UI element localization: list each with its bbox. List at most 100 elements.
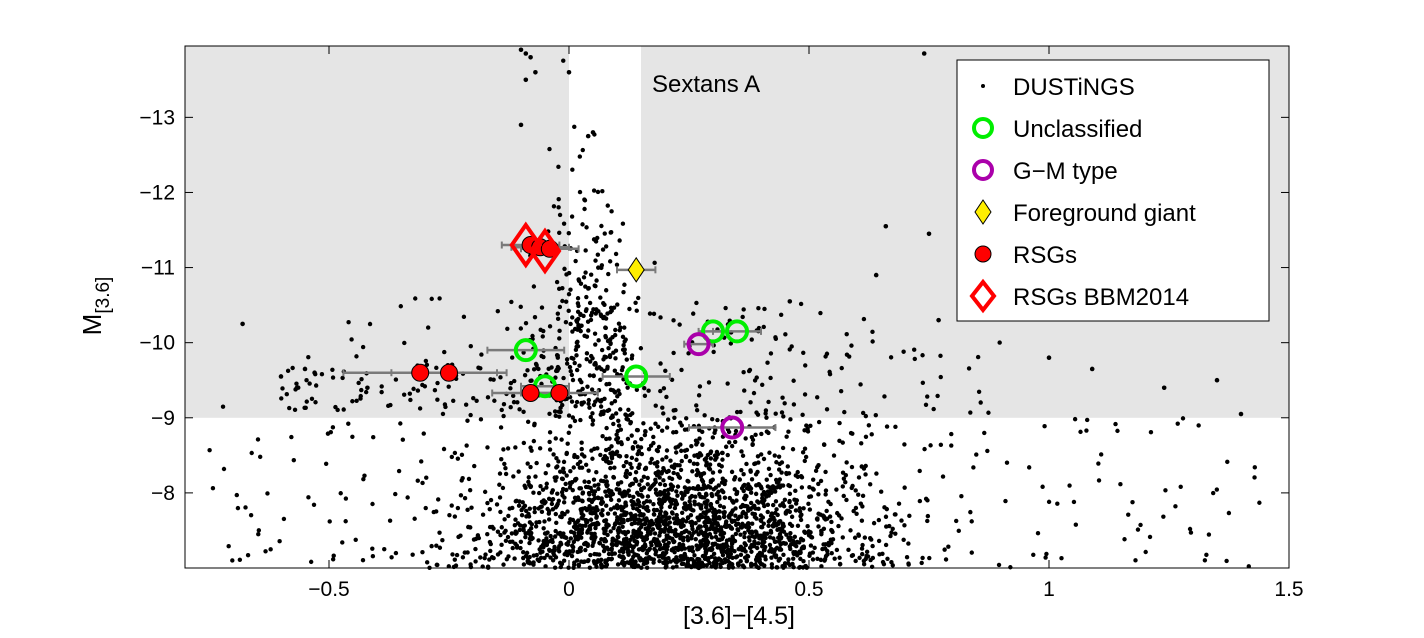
dustings-point bbox=[832, 556, 837, 561]
dustings-point bbox=[927, 555, 932, 561]
dustings-point bbox=[656, 424, 661, 430]
dustings-point bbox=[868, 482, 873, 487]
dustings-point bbox=[621, 289, 626, 295]
dustings-point bbox=[510, 545, 515, 551]
y-tick-label: −11 bbox=[141, 257, 175, 280]
dustings-point bbox=[577, 154, 583, 159]
dustings-point bbox=[527, 520, 533, 525]
dustings-point bbox=[528, 464, 533, 470]
dustings-point bbox=[709, 535, 714, 540]
dustings-point bbox=[1188, 530, 1194, 535]
dustings-point bbox=[861, 562, 867, 567]
dustings-point bbox=[762, 539, 767, 545]
dustings-point bbox=[488, 548, 493, 554]
dustings-point bbox=[841, 493, 846, 499]
dustings-point bbox=[687, 547, 692, 553]
dustings-point bbox=[547, 439, 552, 445]
dustings-point bbox=[642, 393, 648, 399]
dustings-point bbox=[587, 300, 593, 306]
dustings-point bbox=[739, 486, 745, 491]
dustings-point bbox=[532, 423, 537, 428]
dustings-point bbox=[773, 336, 779, 342]
dustings-point bbox=[518, 122, 524, 128]
dustings-point bbox=[859, 464, 864, 469]
dustings-point bbox=[600, 507, 605, 513]
dustings-point bbox=[777, 477, 783, 482]
dustings-point bbox=[590, 418, 596, 423]
dustings-point bbox=[544, 552, 550, 558]
dustings-point bbox=[746, 508, 751, 513]
g-m-type-marker bbox=[686, 332, 711, 357]
legend-label: Unclassified bbox=[1013, 116, 1142, 143]
dustings-point bbox=[655, 492, 660, 497]
dustings-point bbox=[468, 343, 473, 349]
dustings-point bbox=[661, 386, 667, 391]
dustings-point bbox=[340, 540, 345, 545]
dustings-point bbox=[969, 550, 974, 555]
dustings-point bbox=[840, 440, 845, 445]
dustings-point bbox=[615, 562, 621, 567]
dustings-point bbox=[708, 478, 714, 483]
dustings-point bbox=[417, 406, 423, 411]
dustings-point bbox=[743, 436, 748, 441]
dustings-point bbox=[613, 327, 618, 333]
dustings-point bbox=[539, 499, 545, 504]
dustings-point bbox=[658, 509, 663, 514]
dustings-point bbox=[532, 505, 537, 511]
dustings-point bbox=[572, 418, 578, 424]
dustings-point bbox=[637, 482, 642, 487]
dustings-point bbox=[616, 418, 621, 424]
dustings-point bbox=[585, 530, 590, 535]
dustings-point bbox=[673, 498, 678, 503]
dustings-point bbox=[502, 461, 507, 467]
dustings-point bbox=[808, 543, 814, 548]
dustings-point bbox=[748, 500, 754, 506]
dustings-point bbox=[587, 503, 592, 509]
dustings-point bbox=[313, 400, 318, 405]
dustings-point bbox=[539, 509, 545, 515]
dustings-point bbox=[778, 547, 784, 552]
dustings-point bbox=[509, 531, 515, 536]
dustings-point bbox=[263, 549, 268, 554]
dustings-point bbox=[892, 512, 898, 517]
dustings-point bbox=[607, 490, 612, 495]
dustings-point bbox=[652, 260, 657, 266]
dustings-point bbox=[710, 470, 716, 475]
dustings-point bbox=[628, 537, 633, 543]
dustings-point bbox=[508, 405, 513, 410]
dustings-point bbox=[640, 558, 645, 563]
dustings-point bbox=[753, 432, 758, 437]
dustings-point bbox=[425, 325, 431, 330]
dustings-point bbox=[498, 425, 504, 430]
unclassified-marker bbox=[513, 338, 538, 363]
dustings-point bbox=[639, 486, 644, 492]
dustings-point bbox=[672, 532, 678, 537]
dustings-point bbox=[354, 398, 359, 403]
dustings-point bbox=[699, 530, 705, 536]
dustings-point bbox=[617, 540, 622, 545]
dustings-point bbox=[613, 251, 619, 257]
dustings-point bbox=[319, 372, 325, 377]
dustings-point bbox=[367, 321, 373, 327]
dustings-point bbox=[729, 547, 735, 553]
dustings-point bbox=[759, 553, 765, 558]
dustings-point bbox=[1214, 487, 1220, 492]
dustings-point bbox=[741, 565, 747, 570]
dustings-point bbox=[473, 559, 478, 564]
dustings-point bbox=[532, 509, 537, 515]
dustings-point bbox=[683, 453, 689, 459]
dustings-point bbox=[782, 563, 788, 569]
dustings-point bbox=[778, 312, 784, 318]
dustings-point bbox=[922, 446, 927, 452]
dustings-point bbox=[1072, 416, 1078, 422]
dustings-point bbox=[823, 492, 828, 497]
dustings-point bbox=[920, 555, 925, 561]
dustings-point bbox=[691, 311, 696, 316]
dustings-point bbox=[466, 524, 471, 530]
dustings-point bbox=[928, 443, 933, 448]
dustings-point bbox=[1252, 475, 1257, 480]
dustings-point bbox=[747, 484, 752, 490]
dustings-point bbox=[834, 487, 839, 492]
dustings-point bbox=[371, 435, 376, 440]
dustings-point bbox=[362, 473, 367, 478]
